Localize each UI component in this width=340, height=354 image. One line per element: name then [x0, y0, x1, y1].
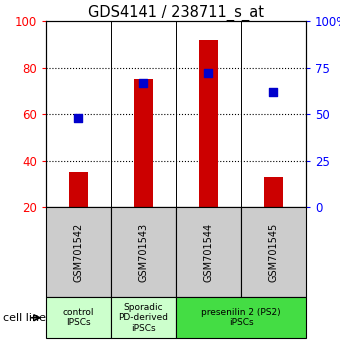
- Text: presenilin 2 (PS2)
iPSCs: presenilin 2 (PS2) iPSCs: [201, 308, 281, 327]
- Bar: [111, 297, 176, 338]
- Bar: [134, 79, 153, 207]
- Point: [76, 115, 81, 121]
- Text: GSM701544: GSM701544: [203, 223, 214, 282]
- Bar: [176, 297, 306, 338]
- Text: GSM701545: GSM701545: [269, 223, 278, 282]
- Bar: [264, 177, 283, 207]
- Text: Sporadic
PD-derived
iPSCs: Sporadic PD-derived iPSCs: [118, 303, 168, 333]
- Bar: [46, 297, 111, 338]
- Bar: [176, 207, 241, 297]
- Bar: [69, 172, 88, 207]
- Bar: [241, 207, 306, 297]
- Bar: [46, 207, 111, 297]
- Text: cell line: cell line: [3, 313, 46, 323]
- Point: [271, 89, 276, 95]
- Text: GSM701543: GSM701543: [138, 223, 149, 282]
- Bar: [111, 207, 176, 297]
- Title: GDS4141 / 238711_s_at: GDS4141 / 238711_s_at: [88, 5, 264, 21]
- Text: control
IPSCs: control IPSCs: [63, 308, 94, 327]
- Point: [141, 80, 146, 85]
- Bar: [199, 40, 218, 207]
- Text: GSM701542: GSM701542: [73, 223, 83, 282]
- Point: [206, 70, 211, 76]
